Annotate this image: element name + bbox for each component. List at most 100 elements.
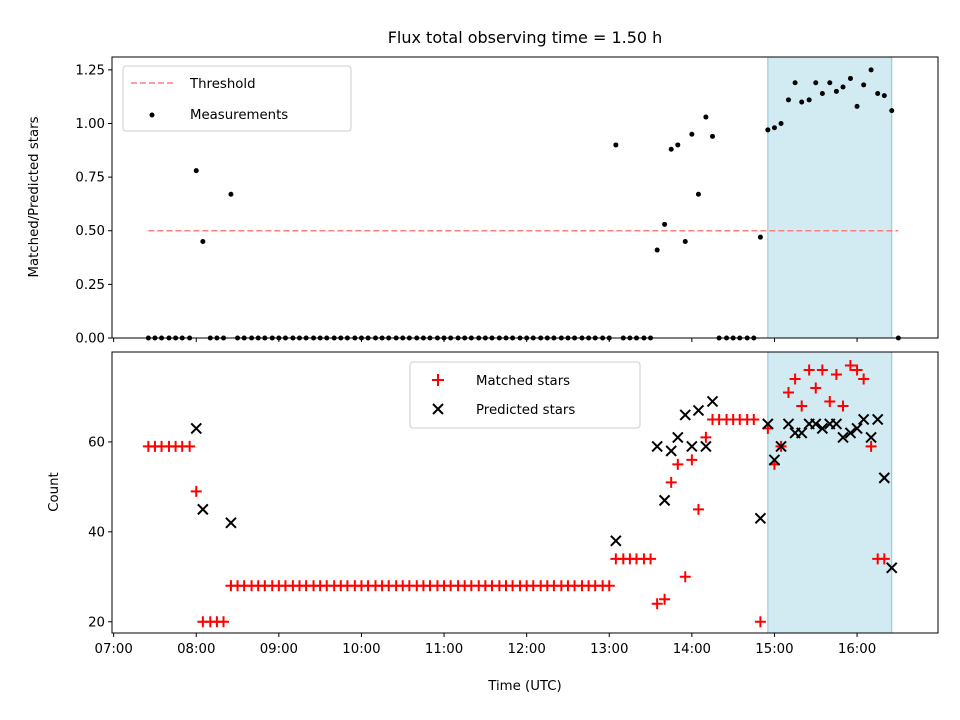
predicted-star-point <box>886 562 898 574</box>
x-tick-label: 15:00 <box>755 642 793 657</box>
top-axis-ticks: 0.00 0.25 0.50 0.75 1.00 1.25 <box>75 63 858 347</box>
measurement-point <box>889 108 895 114</box>
predicted-star-point <box>796 427 808 439</box>
legend-matched-swatch <box>432 374 444 386</box>
measurement-point <box>868 67 874 73</box>
measurement-point <box>840 84 846 90</box>
top-y-tick-label: 0.75 <box>75 171 105 186</box>
predicted-star-point <box>679 409 691 421</box>
measurement-point <box>819 90 825 96</box>
predicted-star-point <box>610 535 622 547</box>
measurement-point <box>757 234 763 240</box>
predicted-star-point <box>878 472 891 484</box>
x-tick-label: 16:00 <box>838 642 876 657</box>
predicted-star-point <box>865 431 877 444</box>
matched-star-point <box>651 598 663 610</box>
predicted-star-point <box>692 404 705 417</box>
bottom-y-axis-label: Count <box>47 472 62 512</box>
top-legend: Threshold Measurements <box>122 65 352 132</box>
x-tick-label: 10:00 <box>342 642 380 657</box>
matched-star-point <box>803 364 815 376</box>
matched-star-point <box>645 553 657 565</box>
measurement-point <box>833 88 839 94</box>
legend-threshold-label: Threshold <box>189 77 256 92</box>
legend-measurements-swatch <box>149 112 155 118</box>
measurement-point <box>228 191 234 197</box>
matched-star-point <box>844 359 856 371</box>
predicted-star-point <box>871 413 884 426</box>
top-y-axis-label: Matched/Predicted stars <box>27 116 42 277</box>
measurement-point <box>806 97 812 103</box>
legend-measurements-label: Measurements <box>190 108 288 123</box>
x-tick-label: 09:00 <box>260 642 298 657</box>
bottom-y-tick-label: 60 <box>88 435 105 450</box>
measurement-point <box>854 103 860 109</box>
measurement-point <box>765 127 771 133</box>
predicted-star-point <box>672 431 684 444</box>
bottom-y-tick-label: 20 <box>88 615 105 630</box>
top-panel: 0.00 0.25 0.50 0.75 1.00 1.25 Matched/Predict… <box>27 56 939 347</box>
matched-star-point <box>665 476 677 488</box>
chart-title: Flux total observing time = 1.50 h <box>388 28 663 47</box>
x-tick-label: 14:00 <box>673 642 711 657</box>
measurement-point <box>813 80 819 86</box>
matched-star-point <box>659 593 671 605</box>
matched-star-point <box>830 368 842 380</box>
matched-star-point <box>700 431 712 443</box>
matched-star-point <box>782 386 794 398</box>
predicted-star-point <box>651 440 663 453</box>
measurement-point <box>675 142 681 148</box>
predicted-star-point <box>857 413 870 426</box>
predicted-star-point <box>686 440 698 453</box>
measurement-point <box>778 120 784 126</box>
bottom-axis-ticks: 07:00 08:00 09:00 10:00 11:00 12:00 13:00 14:00… <box>88 435 876 657</box>
measurement-point <box>703 114 709 120</box>
top-y-tick-label: 1.25 <box>75 63 105 78</box>
measurement-point <box>799 99 805 105</box>
matched-star-point <box>184 440 196 452</box>
matched-star-point <box>789 373 801 385</box>
measurement-point <box>668 146 674 152</box>
measurement-point <box>710 133 716 139</box>
bottom-legend: Matched stars Predicted stars <box>409 361 641 429</box>
predicted-star-point <box>837 431 849 444</box>
measurement-point <box>881 93 887 99</box>
predicted-star-point <box>762 418 774 430</box>
predicted-star-point <box>844 427 857 439</box>
measurement-point <box>792 80 798 86</box>
top-y-tick-label: 1.00 <box>75 117 105 132</box>
measurement-point <box>682 238 688 244</box>
predicted-star-point <box>754 512 767 525</box>
matched-star-point <box>748 413 760 425</box>
predicted-star-point <box>810 418 822 430</box>
matched-star-point <box>810 382 822 394</box>
matched-star-point <box>878 553 890 565</box>
predicted-star-point <box>706 395 719 408</box>
top-y-tick-label: 0.00 <box>75 332 105 347</box>
measurement-point <box>875 90 881 96</box>
predicted-star-point <box>830 418 843 430</box>
matched-star-point <box>603 580 615 592</box>
bottom-shaded-interval <box>767 351 893 634</box>
legend-predicted-label: Predicted stars <box>476 403 575 418</box>
measurement-point <box>695 191 701 197</box>
predicted-star-point <box>775 440 787 453</box>
star-count-points <box>143 359 898 628</box>
matched-star-point <box>190 485 202 497</box>
measurement-point <box>827 80 833 86</box>
predicted-star-point <box>197 503 209 516</box>
x-tick-label: 13:00 <box>590 642 628 657</box>
measurement-point <box>193 168 199 174</box>
measurement-point <box>654 247 660 253</box>
predicted-star-point <box>700 440 712 453</box>
matched-star-point <box>837 400 849 412</box>
matched-star-point <box>851 364 863 376</box>
bottom-panel: 07:00 08:00 09:00 10:00 11:00 12:00 13:00 14:00… <box>47 351 939 694</box>
matched-star-point <box>679 571 691 583</box>
legend-predicted-swatch <box>432 403 444 415</box>
matched-star-point <box>692 503 704 515</box>
predicted-star-point <box>768 454 781 466</box>
measurement-point <box>785 97 791 103</box>
legend-matched-label: Matched stars <box>476 374 570 389</box>
